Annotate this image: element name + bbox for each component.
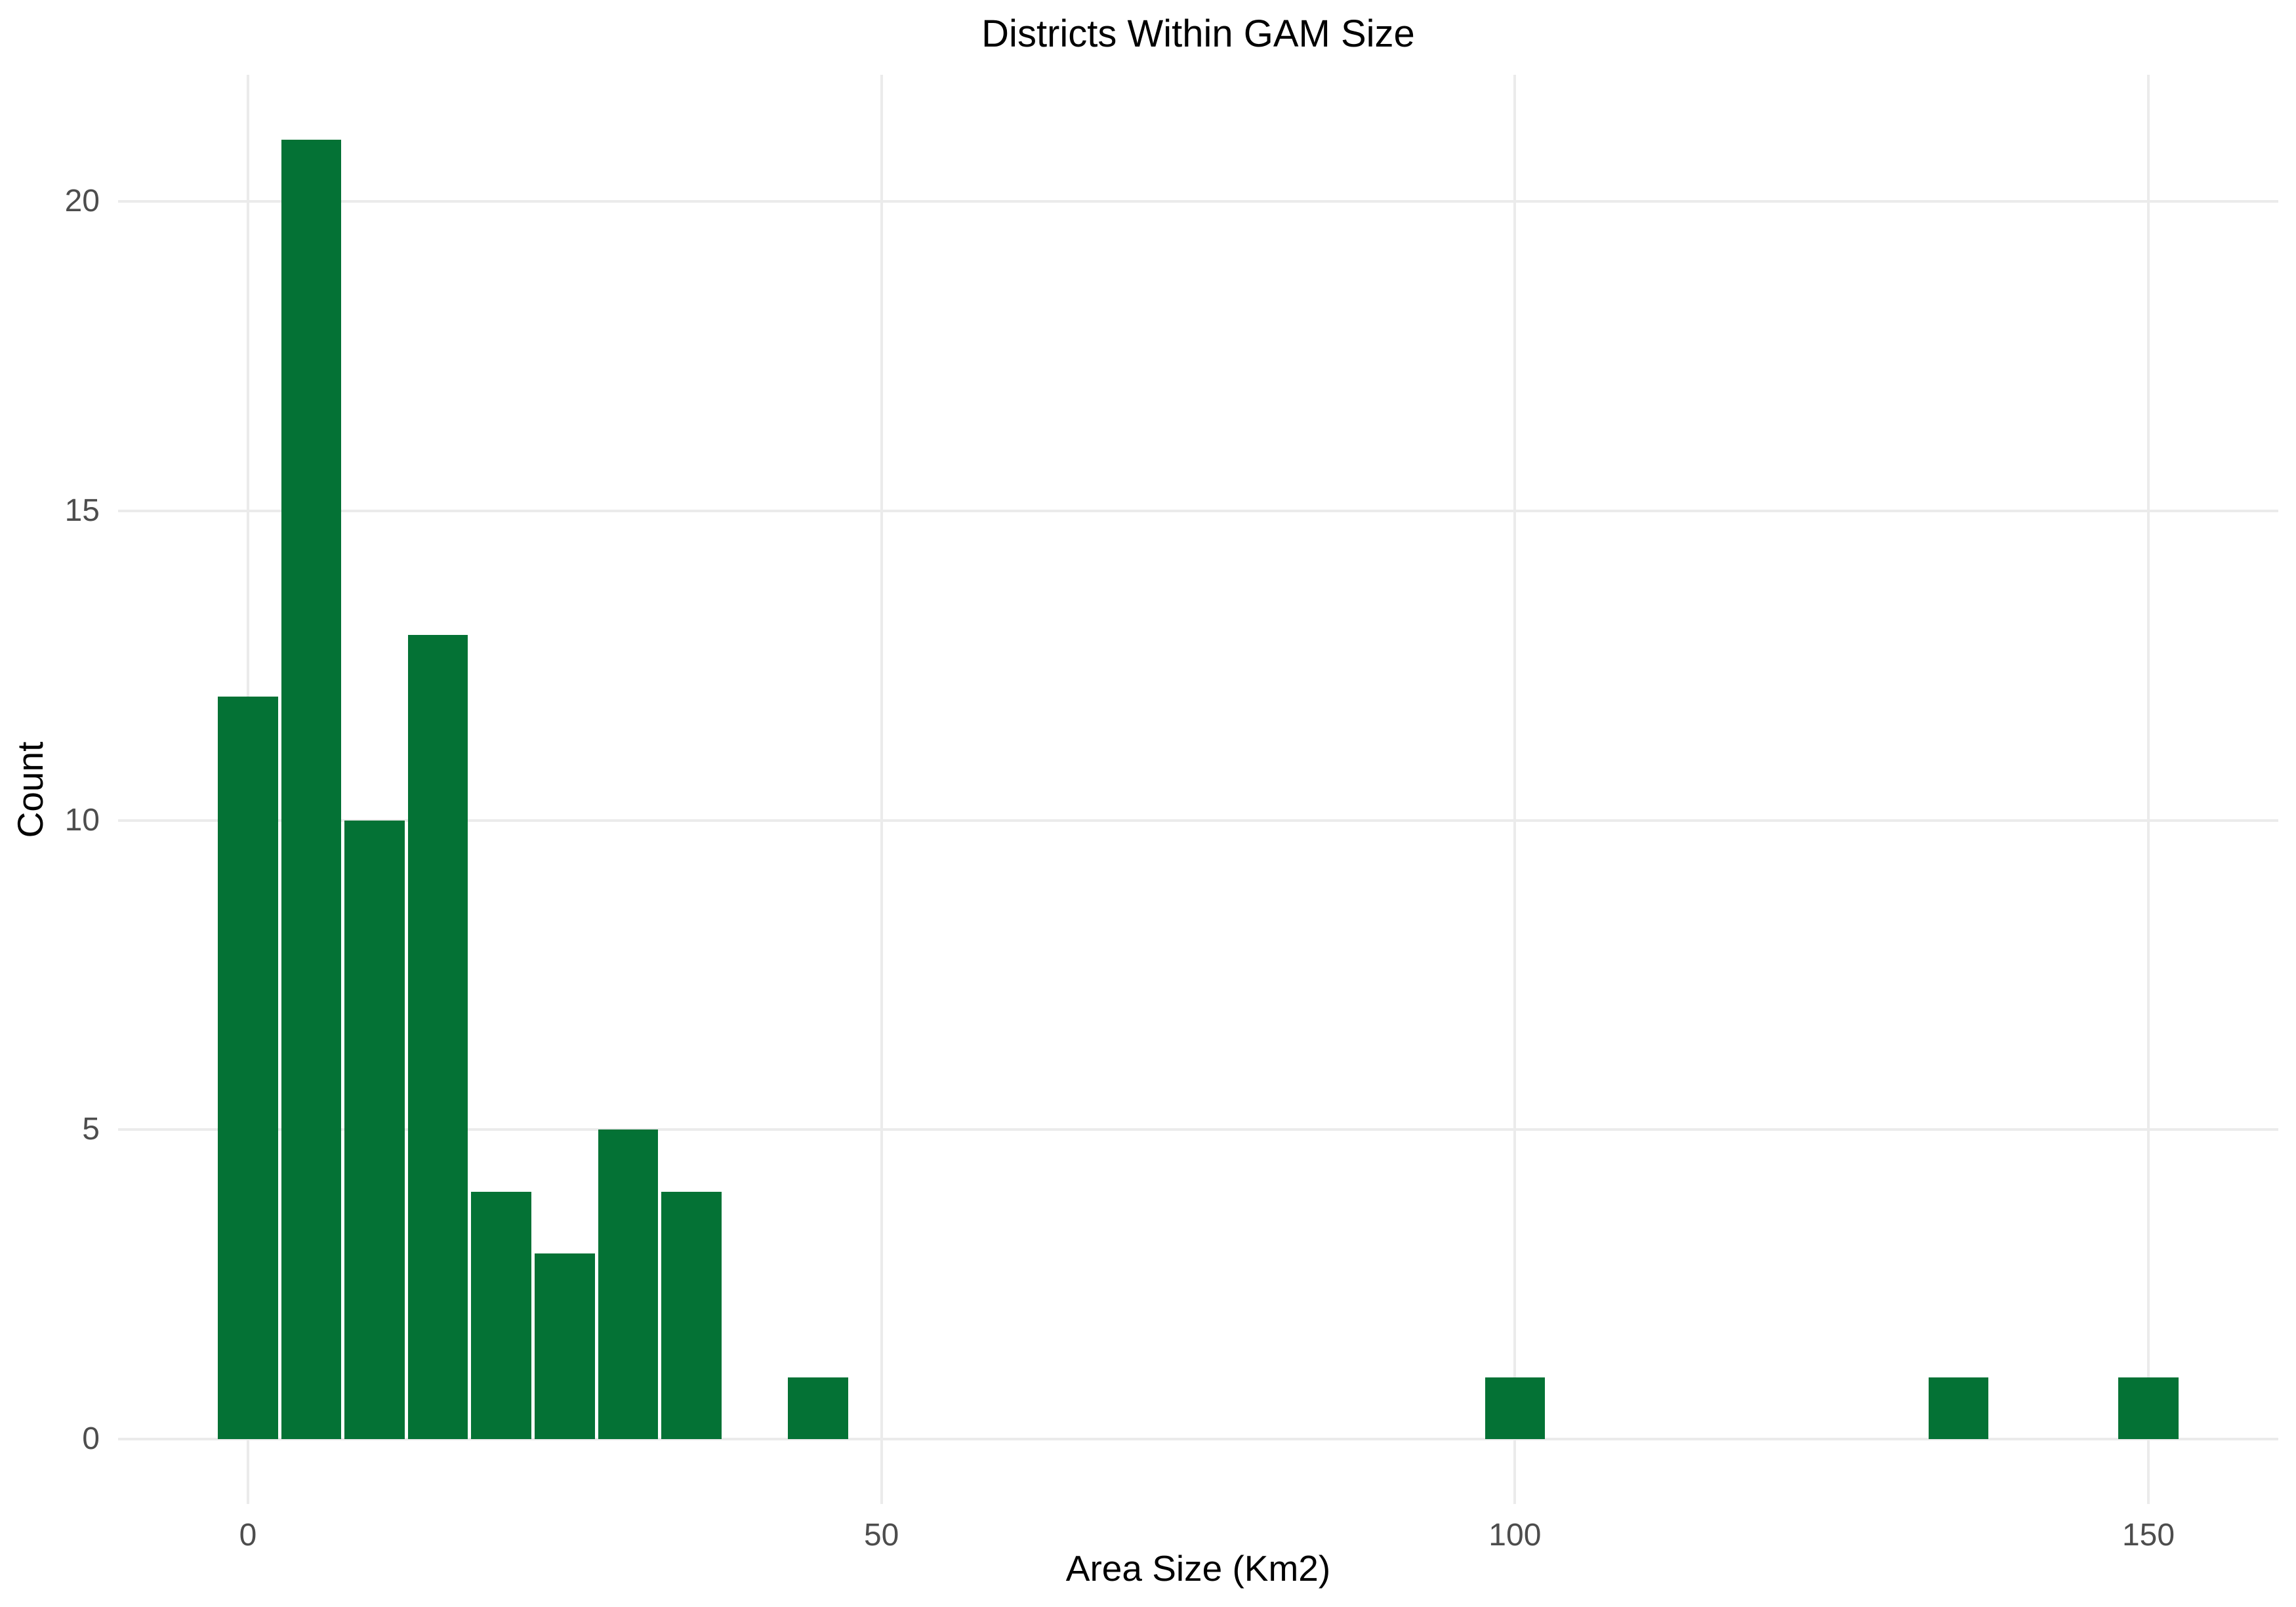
y-tick-label: 15 [64, 493, 100, 529]
y-tick-label: 0 [82, 1421, 100, 1456]
histogram-bar [1928, 1377, 1989, 1439]
histogram-bar [2118, 1377, 2179, 1439]
histogram-bar [661, 1191, 722, 1439]
x-tick-label: 0 [239, 1517, 257, 1553]
gridline-y-15 [118, 510, 2278, 513]
histogram-bar [1485, 1377, 1546, 1439]
gridline-x-150 [2147, 75, 2150, 1504]
x-tick-label: 100 [1488, 1517, 1542, 1553]
y-tick-label: 5 [82, 1112, 100, 1147]
gridline-y-20 [118, 200, 2278, 203]
histogram-bar [598, 1129, 659, 1439]
histogram-bar [281, 140, 342, 1439]
chart-title: Districts Within GAM Size [981, 12, 1415, 55]
gridline-y-5 [118, 1128, 2278, 1131]
x-tick-label: 150 [2122, 1517, 2175, 1553]
histogram-bar [344, 820, 405, 1439]
histogram-bar [788, 1377, 848, 1439]
y-tick-label: 20 [64, 184, 100, 219]
y-tick-label: 10 [64, 802, 100, 838]
gridline-y-10 [118, 819, 2278, 822]
histogram-bar [471, 1191, 532, 1439]
x-tick-label: 50 [863, 1517, 899, 1553]
histogram-bar [535, 1253, 595, 1439]
gridline-x-50 [880, 75, 883, 1504]
gridline-y-0 [118, 1437, 2278, 1440]
gridline-x-100 [1513, 75, 1517, 1504]
histogram-bar [407, 634, 468, 1439]
histogram-bar [218, 697, 278, 1439]
x-axis-title: Area Size (Km2) [1065, 1548, 1331, 1589]
